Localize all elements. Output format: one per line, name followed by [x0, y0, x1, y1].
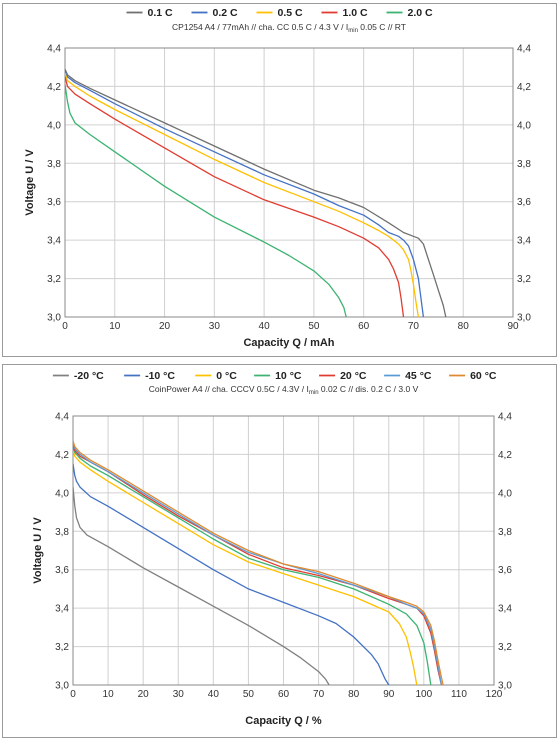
chart2-legend-label: 0 °C	[216, 370, 237, 382]
chart2-series-line-60c	[73, 440, 444, 685]
chart2-x-tick-label: 60	[278, 689, 290, 700]
chart1-y-tick-label-left: 4,0	[47, 120, 61, 131]
chart1-x-tick-label: 80	[458, 321, 470, 332]
chart2-legend-label: 20 °C	[340, 370, 367, 382]
chart1-series-line-20c	[65, 84, 347, 317]
chart1-y-tick-label-right: 3,2	[517, 274, 531, 285]
chart1-y-tick-label-right: 4,0	[517, 120, 531, 131]
chart2-x-tick-label: 70	[313, 689, 325, 700]
chart1-x-tick-label: 10	[109, 321, 121, 332]
chart1-y-tick-label-right: 4,4	[517, 44, 531, 55]
chart1-y-tick-label-left: 3,8	[47, 159, 61, 170]
chart1-y-tick-label-right: 3,0	[517, 313, 531, 324]
chart1-legend-label: 0.5 C	[278, 7, 304, 19]
chart2-y-tick-label-left: 3,6	[55, 565, 69, 576]
chart2-y-tick-label-right: 3,8	[498, 527, 512, 538]
chart2-y-tick-label-right: 4,2	[498, 450, 512, 461]
chart2-y-tick-label-right: 4,4	[498, 412, 512, 423]
chart2-x-tick-label: 110	[451, 689, 467, 700]
chart1-series-line-01c	[65, 68, 447, 317]
chart1-y-tick-label-right: 3,4	[517, 236, 531, 247]
chart2-series-line-0c	[73, 450, 418, 685]
chart1-x-tick-label: 40	[259, 321, 271, 332]
chart2-y-tick-label-left: 3,0	[55, 681, 69, 692]
chart2-legend-label: 45 °C	[405, 370, 432, 382]
chart1-y-tick-label-right: 4,2	[517, 82, 531, 93]
chart1-legend-label: 0.2 C	[213, 7, 239, 19]
chart2-series-line-20c	[73, 487, 330, 685]
chart1-y-tick-label-right: 3,8	[517, 159, 531, 170]
chart1-series-line-02c	[65, 70, 425, 317]
chart1-legend-label: 0.1 C	[148, 7, 174, 19]
chart2-x-tick-label: 80	[348, 689, 360, 700]
chart2-y-tick-label-left: 4,0	[55, 488, 69, 499]
chart2-y-tick-label-right: 3,4	[498, 604, 512, 615]
chart1-series-line-05c	[65, 72, 420, 317]
chart2-x-tick-label: 10	[103, 689, 115, 700]
chart2-y-tick-label-left: 3,4	[55, 604, 69, 615]
chart1-x-tick-label: 0	[62, 321, 68, 332]
chart2-y-tick-label-right: 3,0	[498, 681, 512, 692]
chart2-legend: -20 °C -10 °C 0 °C 10 °C 20 °C 45 °C 60 °C	[52, 370, 497, 382]
chart2-y-tick-label-right: 3,6	[498, 565, 512, 576]
chart1-x-tick-label: 20	[159, 321, 171, 332]
chart1-series-line-10c	[65, 76, 405, 317]
chart1-y-tick-label-left: 3,2	[47, 274, 61, 285]
chart2-legend-label: -10 °C	[145, 370, 175, 382]
chart2-y-tick-label-left: 3,2	[55, 642, 69, 653]
chart2-y-tick-label-right: 4,0	[498, 488, 512, 499]
chart1-x-axis-label: Capacity Q / mAh	[243, 337, 334, 349]
chart2-x-tick-label: 50	[243, 689, 255, 700]
chart1-x-tick-label: 70	[408, 321, 420, 332]
chart1-series-group	[65, 68, 447, 317]
chart1-y-tick-label-left: 3,4	[47, 236, 61, 247]
chart2-series-line-45c	[73, 442, 443, 685]
chart2-x-tick-label: 120	[486, 689, 503, 700]
chart2-plot-frame	[72, 415, 495, 686]
chart2-x-tick-label: 40	[208, 689, 220, 700]
chart1-y-axis-label: Voltage U / V	[24, 149, 36, 216]
chart2-x-tick-label: 30	[173, 689, 185, 700]
chart-panel-discharge-rate: 0.1 C 0.2 C 0.5 C 1.0 C 2.0 C CP1254 A4 / 77m…	[2, 3, 557, 357]
chart1-y-tick-label-left: 3,6	[47, 197, 61, 208]
chart2-y-tick-label-left: 4,4	[55, 412, 69, 423]
chart2-series-group	[73, 440, 444, 685]
chart2-y-tick-label-left: 4,2	[55, 450, 69, 461]
chart1-y-tick-label-right: 3,6	[517, 197, 531, 208]
chart1-legend-label: 1.0 C	[343, 7, 369, 19]
chart1-y-tick-label-left: 4,4	[47, 44, 61, 55]
chart1-y-tick-label-left: 4,2	[47, 82, 61, 93]
chart2-legend-label: 10 °C	[275, 370, 302, 382]
chart2-x-tick-label: 0	[70, 689, 76, 700]
chart1-subtitle: CP1254 A4 / 77mAh // cha. CC 0.5 C / 4.3…	[172, 22, 406, 34]
chart2-legend-label: -20 °C	[74, 370, 104, 382]
chart1-plot-frame	[64, 47, 514, 318]
chart1-legend: 0.1 C 0.2 C 0.5 C 1.0 C 2.0 C	[126, 7, 434, 19]
chart2-x-axis-label: Capacity Q / %	[245, 715, 322, 727]
chart1-y-tick-label-left: 3,0	[47, 313, 61, 324]
chart2-series-line-10c	[73, 463, 390, 685]
chart2-subtitle: CoinPower A4 // cha. CCCV 0.5C / 4.3V / …	[149, 384, 419, 396]
chart2-y-tick-label-left: 3,8	[55, 527, 69, 538]
chart2-legend-label: 60 °C	[470, 370, 497, 382]
chart2-y-tick-label-right: 3,2	[498, 642, 512, 653]
chart1-x-tick-label: 90	[507, 321, 519, 332]
chart2-x-tick-label: 100	[415, 689, 432, 700]
chart2-y-axis-label: Voltage U / V	[32, 517, 44, 584]
chart-panel-temperature: -20 °C -10 °C 0 °C 10 °C 20 °C 45 °C 60 °C Coin…	[2, 364, 557, 738]
chart1-x-tick-label: 30	[209, 321, 221, 332]
chart2-x-tick-label: 20	[138, 689, 150, 700]
chart1-x-tick-label: 50	[308, 321, 320, 332]
chart1-x-tick-label: 60	[358, 321, 370, 332]
temperature-chart: -20 °C -10 °C 0 °C 10 °C 20 °C 45 °C 60 °C Coin…	[32, 370, 512, 727]
chart2-x-tick-label: 90	[383, 689, 395, 700]
chart1-legend-label: 2.0 C	[408, 7, 434, 19]
chart1-plot-area	[65, 48, 513, 317]
chart2-series-line-10c	[73, 446, 432, 685]
